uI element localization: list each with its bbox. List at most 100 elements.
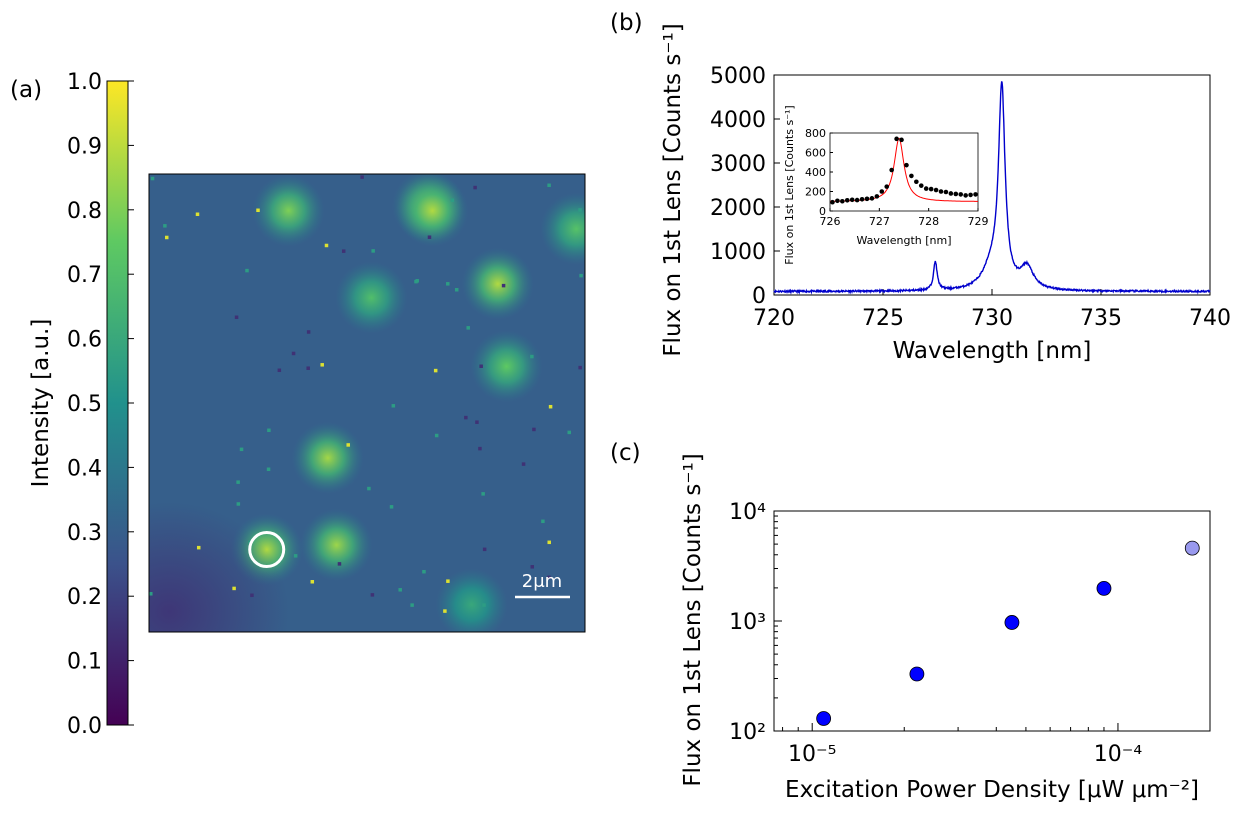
inset-point xyxy=(963,193,968,198)
inset-point xyxy=(849,197,855,203)
hot-pixel xyxy=(501,283,506,288)
hot-pixel xyxy=(478,446,482,451)
colorbar-tick-label: 0.7 xyxy=(67,263,102,288)
inset-ytick-label: 200 xyxy=(805,186,826,199)
hot-pixel xyxy=(320,363,324,367)
inset-xlabel: Wavelength [nm] xyxy=(856,234,951,247)
hot-pixel xyxy=(245,268,249,273)
hot-pixel xyxy=(293,554,298,558)
hot-pixel xyxy=(482,547,487,552)
fluorescence-spot xyxy=(540,192,585,265)
inset-ytick-label: 0 xyxy=(819,205,826,218)
inset-point xyxy=(968,192,973,198)
fluorescence-spot xyxy=(435,568,508,632)
spectrum-ytick-label: 4000 xyxy=(710,108,766,133)
hot-pixel xyxy=(415,279,419,283)
hot-pixel xyxy=(481,492,485,496)
inset-point xyxy=(894,136,899,142)
selected-spot-circle xyxy=(248,531,286,569)
inset-point xyxy=(938,189,944,194)
hot-pixel xyxy=(541,519,545,524)
colorbar xyxy=(106,80,129,726)
inset-xtick-label: 728 xyxy=(918,215,939,228)
fluorescence-spot xyxy=(291,421,364,494)
inset-point xyxy=(874,194,880,199)
hot-pixel xyxy=(578,365,582,370)
inset-point xyxy=(889,167,894,173)
hot-pixel xyxy=(389,505,394,509)
inset-xtick-label: 727 xyxy=(869,215,890,228)
hot-pixel xyxy=(195,212,200,217)
hot-pixel xyxy=(434,433,439,438)
hot-pixel xyxy=(150,176,155,181)
power-ticks: 10⁻⁵ 10⁻⁴ 10² 10³ 10⁴ xyxy=(729,500,1142,767)
inset-point xyxy=(859,197,865,202)
inset-point xyxy=(933,187,939,193)
inset-point xyxy=(943,189,949,195)
hot-pixel xyxy=(443,609,447,613)
inset-point xyxy=(835,198,840,204)
hot-pixel xyxy=(482,603,486,607)
inset-point xyxy=(840,198,845,204)
inset-point xyxy=(864,196,870,202)
inset-point xyxy=(884,184,890,189)
hot-pixel xyxy=(391,404,396,408)
hot-pixel xyxy=(371,249,375,253)
hot-pixel xyxy=(267,428,271,433)
hot-pixel xyxy=(475,420,479,424)
panel-c-power-dependence: 10⁻⁵ 10⁻⁴ 10² 10³ 10⁴ Excitation Power Densi… xyxy=(680,453,1211,803)
power-xtick-label: 10⁻⁴ xyxy=(1094,742,1143,767)
scalebar-label: 2μm xyxy=(522,571,562,592)
spectrum-xtick-label: 730 xyxy=(971,306,1013,331)
fluorescence-spot xyxy=(461,247,534,320)
colorbar-tick-label: 0.9 xyxy=(67,134,102,159)
inset-point xyxy=(844,197,850,203)
inset-fit-curve xyxy=(830,137,978,202)
power-points xyxy=(816,540,1200,726)
hot-pixel xyxy=(234,315,239,320)
power-ytick-label: 10⁴ xyxy=(729,500,766,525)
hot-pixel xyxy=(427,235,432,239)
spectrum-line xyxy=(773,81,1211,295)
inset-point xyxy=(879,189,885,194)
inset-point xyxy=(914,179,919,185)
inset-ticks: 726 727 728 729 0 200 400 600 800 xyxy=(805,127,989,228)
fluorescence-spot xyxy=(335,261,408,334)
inset-xtick-label: 726 xyxy=(820,215,841,228)
inset-ytick-label: 400 xyxy=(805,166,826,179)
hot-pixel xyxy=(479,364,483,368)
hot-pixel xyxy=(250,593,254,598)
fluorescence-spot xyxy=(470,330,543,403)
inset-xtick-label: 729 xyxy=(968,215,989,228)
spectrum-ytick-label: 3000 xyxy=(710,152,766,177)
inset-point xyxy=(830,199,835,205)
hot-pixel xyxy=(530,565,535,569)
hot-pixel xyxy=(370,593,375,597)
colorbar-tick-label: 0.6 xyxy=(67,328,102,353)
colorbar-label: Intensity [a.u.] xyxy=(28,319,54,488)
hot-pixel xyxy=(337,562,342,566)
colorbar-tick-label: 0.4 xyxy=(67,456,102,481)
hot-pixel xyxy=(454,288,459,292)
fluorescence-spot xyxy=(300,508,373,581)
inset-point xyxy=(973,192,978,197)
hot-pixel xyxy=(306,330,311,334)
hot-pixel xyxy=(196,545,201,550)
spectrum-xtick-label: 735 xyxy=(1080,306,1122,331)
colorbar-tick-label: 0.1 xyxy=(67,650,102,675)
panel-a-heatmap: 0.0 0.1 0.2 0.3 0.4 0.5 0.6 0.7 0.8 0.9 1.0 Intens… xyxy=(28,70,586,739)
hot-pixel xyxy=(473,185,477,190)
hot-pixel xyxy=(164,235,169,240)
inset-point xyxy=(904,162,909,168)
colorbar-ticks: 0.0 0.1 0.2 0.3 0.4 0.5 0.6 0.7 0.8 0.9 1.0 xyxy=(67,70,134,739)
hot-pixel xyxy=(548,404,553,409)
power-ytick-label: 10³ xyxy=(729,610,766,635)
hot-pixel xyxy=(398,588,402,592)
hot-pixel xyxy=(163,224,167,228)
spectrum-ytick-label: 0 xyxy=(752,284,766,309)
spectrum-ylabel: Flux on 1st Lens [Counts s⁻¹] xyxy=(660,23,686,356)
power-point xyxy=(1096,580,1112,596)
